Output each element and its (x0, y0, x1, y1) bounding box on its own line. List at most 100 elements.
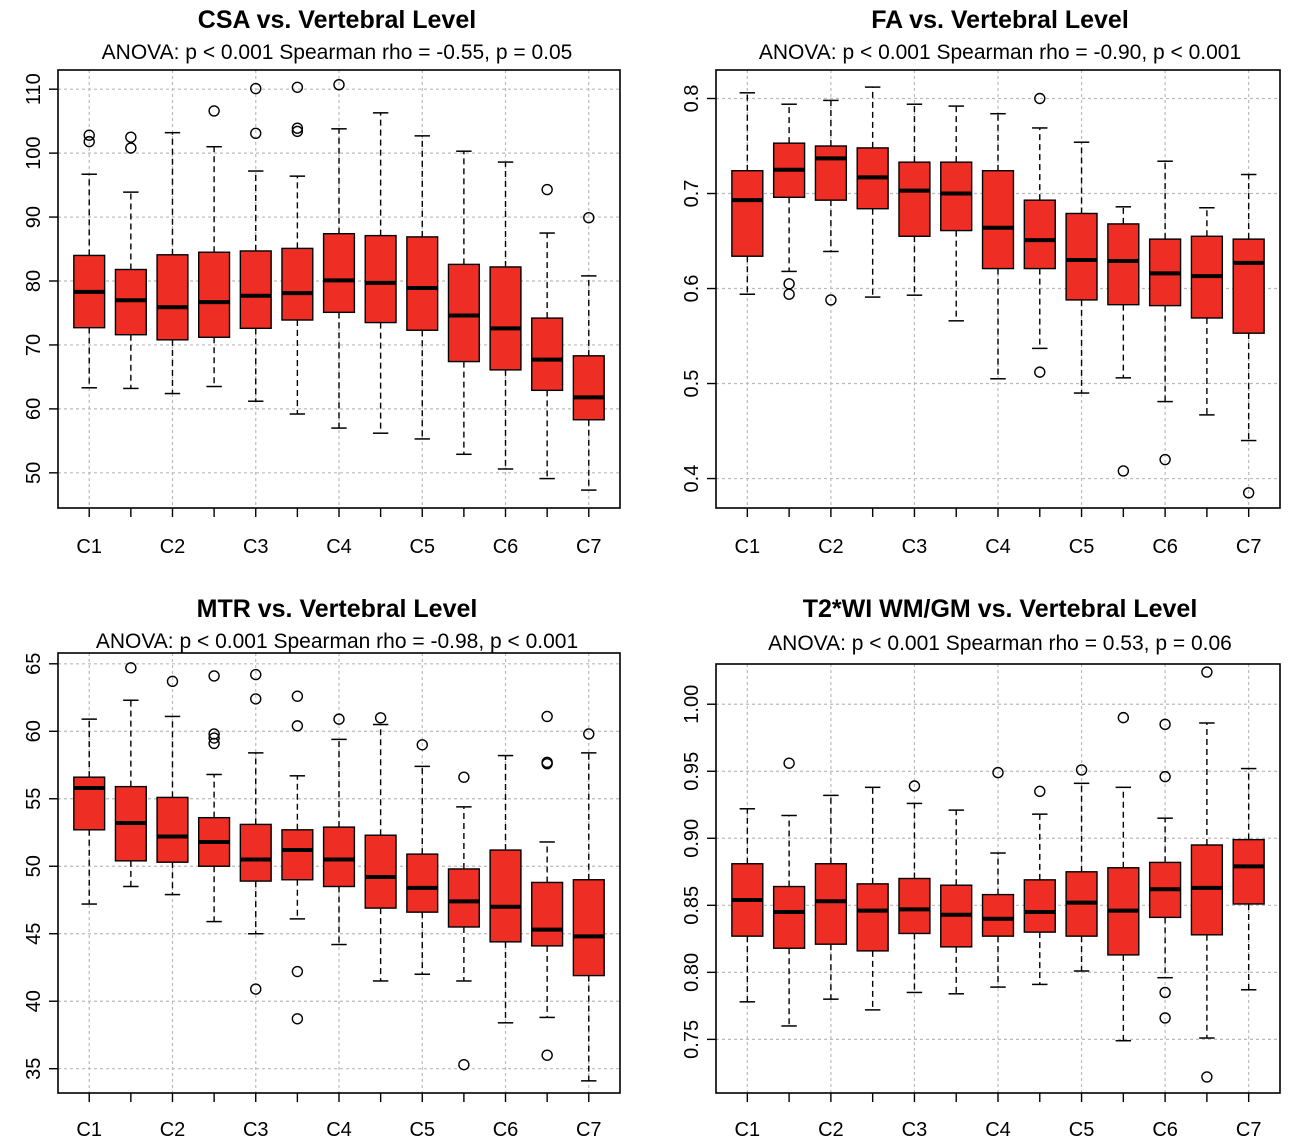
outlier-point (825, 294, 837, 306)
y-tick-label: 40 (23, 990, 45, 1012)
chart-title: T2*WI WM/GM vs. Vertebral Level (803, 595, 1198, 623)
x-tick-label: C1 (735, 1119, 761, 1141)
box-5 (239, 668, 272, 995)
outlier-point (1117, 465, 1130, 477)
box-3 (814, 99, 848, 306)
box-body (1232, 238, 1265, 334)
y-tick-label: 45 (23, 923, 45, 945)
y-tick-label: 0.80 (681, 953, 703, 992)
y-tick-label: 90 (23, 206, 45, 228)
box-body (281, 247, 314, 321)
x-tick-label: C7 (576, 1119, 602, 1141)
outlier-point (1034, 92, 1046, 105)
box-body (1232, 838, 1265, 905)
y-tick-label: 1.00 (681, 685, 703, 724)
outlier-point (166, 675, 179, 688)
box-body (489, 266, 522, 371)
chart-panel-2: FA vs. Vertebral Level ANOVA: p < 0.001 S… (681, 6, 1281, 558)
box-9 (406, 135, 439, 440)
outlier-point (583, 728, 595, 740)
box-5 (898, 780, 931, 994)
outlier-point (1159, 770, 1171, 783)
box-4 (198, 670, 231, 923)
outlier-point (374, 712, 387, 724)
box-4 (856, 786, 889, 1011)
x-tick-label: C2 (160, 536, 186, 558)
x-tick-label: C1 (735, 536, 761, 558)
x-tick-label: C4 (985, 536, 1011, 558)
y-tick-label: 80 (23, 270, 45, 292)
outlier-point (1201, 666, 1213, 678)
outlier-point (208, 732, 220, 744)
x-tick-label: C6 (1152, 536, 1178, 558)
x-tick-label: C5 (409, 1119, 435, 1141)
y-tick-label: 0.5 (681, 370, 703, 398)
outlier-point (783, 278, 795, 290)
box-2 (772, 757, 806, 1027)
box-9 (1065, 141, 1098, 394)
outlier-point (291, 1013, 304, 1025)
box-body (322, 826, 356, 888)
outlier-point (416, 739, 428, 751)
x-tick-label: C5 (1069, 536, 1095, 558)
box-body (406, 236, 439, 331)
outlier-point (783, 288, 795, 300)
box-body (814, 145, 848, 201)
box-body (198, 251, 231, 338)
box-6 (940, 809, 973, 995)
outlier-point (125, 142, 137, 154)
box-body (1107, 223, 1140, 306)
box-10 (1107, 711, 1140, 1042)
chart-panel-4: T2*WI WM/GM vs. Vertebral Level ANOVA: p … (681, 595, 1281, 1141)
outlier-point (1034, 785, 1046, 798)
outlier-point (291, 720, 304, 732)
box-9 (1065, 764, 1098, 972)
outlier-point (541, 1049, 553, 1061)
outlier-point (291, 81, 304, 93)
outlier-point (783, 757, 795, 769)
x-tick-label: C2 (818, 536, 844, 558)
x-tick-label: C2 (818, 1119, 844, 1141)
outlier-point (1242, 487, 1255, 499)
box-7 (981, 112, 1015, 380)
outlier-point (1117, 711, 1130, 724)
box-3 (814, 794, 848, 1000)
box-body (772, 885, 806, 949)
box-1 (731, 808, 764, 1003)
outlier-point (250, 693, 262, 705)
box-7 (981, 766, 1015, 988)
y-tick-label: 35 (23, 1058, 45, 1080)
box-body (364, 234, 397, 324)
outlier-point (208, 737, 220, 750)
box-body (898, 877, 931, 935)
outlier-point (291, 965, 304, 978)
box-11 (489, 754, 522, 1024)
x-tick-label: C3 (243, 1119, 269, 1141)
y-tick-label: 50 (23, 855, 45, 877)
box-body (1190, 844, 1224, 936)
x-tick-label: C1 (76, 1119, 102, 1141)
y-tick-label: 60 (23, 398, 45, 420)
outlier-point (208, 105, 220, 117)
outlier-point (1034, 366, 1046, 378)
y-tick-label: 55 (23, 788, 45, 810)
chart-subtitle: ANOVA: p < 0.001 Spearman rho = 0.53, p … (768, 632, 1232, 655)
box-11 (489, 161, 522, 470)
box-1 (73, 129, 106, 389)
outlier-point (333, 79, 345, 91)
y-tick-label: 0.75 (681, 1020, 703, 1059)
box-10 (447, 150, 480, 456)
outlier-point (250, 82, 262, 95)
box-8 (364, 112, 397, 434)
outlier-point (541, 710, 553, 723)
box-body (572, 879, 605, 977)
box-11 (1148, 718, 1182, 1024)
box-body (531, 317, 564, 392)
box-6 (281, 690, 314, 1025)
x-tick-label: C5 (409, 536, 435, 558)
box-body (406, 853, 439, 913)
box-body (981, 893, 1015, 937)
box-body (940, 161, 973, 232)
y-tick-label: 50 (23, 462, 45, 484)
